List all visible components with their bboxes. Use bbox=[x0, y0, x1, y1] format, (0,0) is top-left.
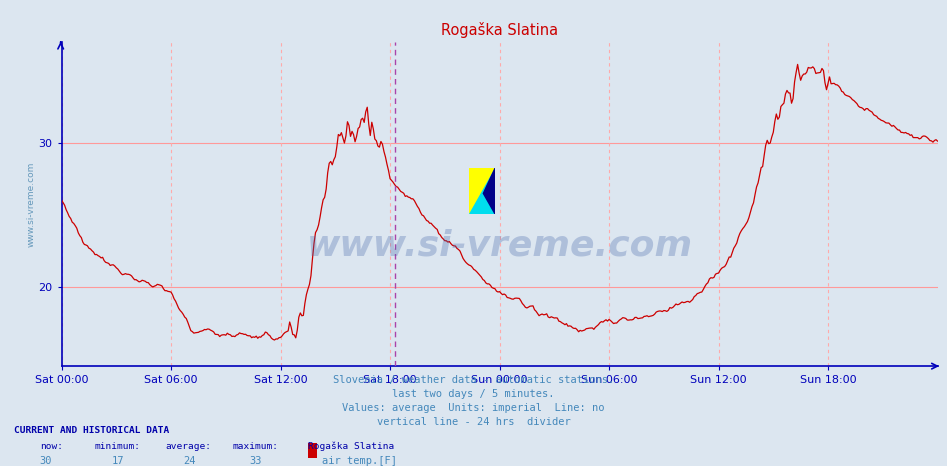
Polygon shape bbox=[469, 168, 495, 214]
Text: 30: 30 bbox=[40, 456, 52, 466]
Text: www.si-vreme.com: www.si-vreme.com bbox=[307, 229, 692, 263]
Text: vertical line - 24 hrs  divider: vertical line - 24 hrs divider bbox=[377, 417, 570, 427]
Text: last two days / 5 minutes.: last two days / 5 minutes. bbox=[392, 389, 555, 399]
Text: Values: average  Units: imperial  Line: no: Values: average Units: imperial Line: no bbox=[342, 403, 605, 413]
Text: maximum:: maximum: bbox=[232, 442, 278, 451]
Text: 33: 33 bbox=[249, 456, 261, 466]
Text: Rogaška Slatina: Rogaška Slatina bbox=[308, 442, 394, 451]
Text: Slovenia / weather data - automatic stations.: Slovenia / weather data - automatic stat… bbox=[333, 375, 614, 385]
Polygon shape bbox=[483, 168, 495, 214]
Polygon shape bbox=[469, 168, 495, 214]
Text: minimum:: minimum: bbox=[95, 442, 141, 451]
Text: now:: now: bbox=[40, 442, 63, 451]
Text: air temp.[F]: air temp.[F] bbox=[322, 456, 397, 466]
Text: 17: 17 bbox=[112, 456, 124, 466]
Text: CURRENT AND HISTORICAL DATA: CURRENT AND HISTORICAL DATA bbox=[14, 426, 170, 435]
Y-axis label: www.si-vreme.com: www.si-vreme.com bbox=[27, 161, 36, 247]
Text: 24: 24 bbox=[183, 456, 195, 466]
Title: Rogaška Slatina: Rogaška Slatina bbox=[441, 22, 558, 38]
Text: average:: average: bbox=[166, 442, 212, 451]
